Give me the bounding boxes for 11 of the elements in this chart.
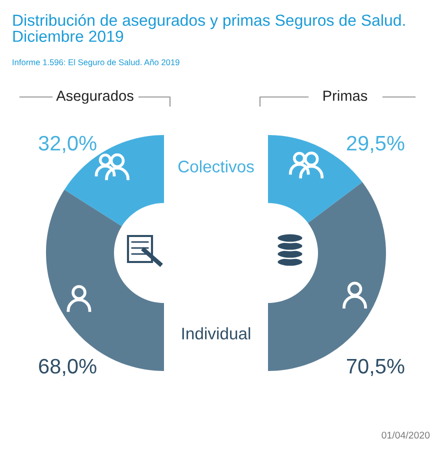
text: Individual — [182, 327, 250, 340]
text: Colectivos — [178, 160, 254, 172]
text: Informe 1.596: El Seguro de Salud. Año 2019 — [12, 59, 180, 67]
chart-title: Asegurados — [56, 90, 134, 104]
chart-title: Primas — [324, 90, 368, 101]
data-label: 32,0% — [38, 136, 96, 154]
data-label: 68,0% — [39, 358, 96, 376]
data-label: 29,5% — [346, 136, 404, 154]
text: 01/04/2020 — [382, 431, 430, 439]
data-label: 70,5% — [347, 358, 404, 376]
text: Distribución de asegurados y primas Seguros de Salud. Diciembre 2019 — [13, 14, 405, 42]
